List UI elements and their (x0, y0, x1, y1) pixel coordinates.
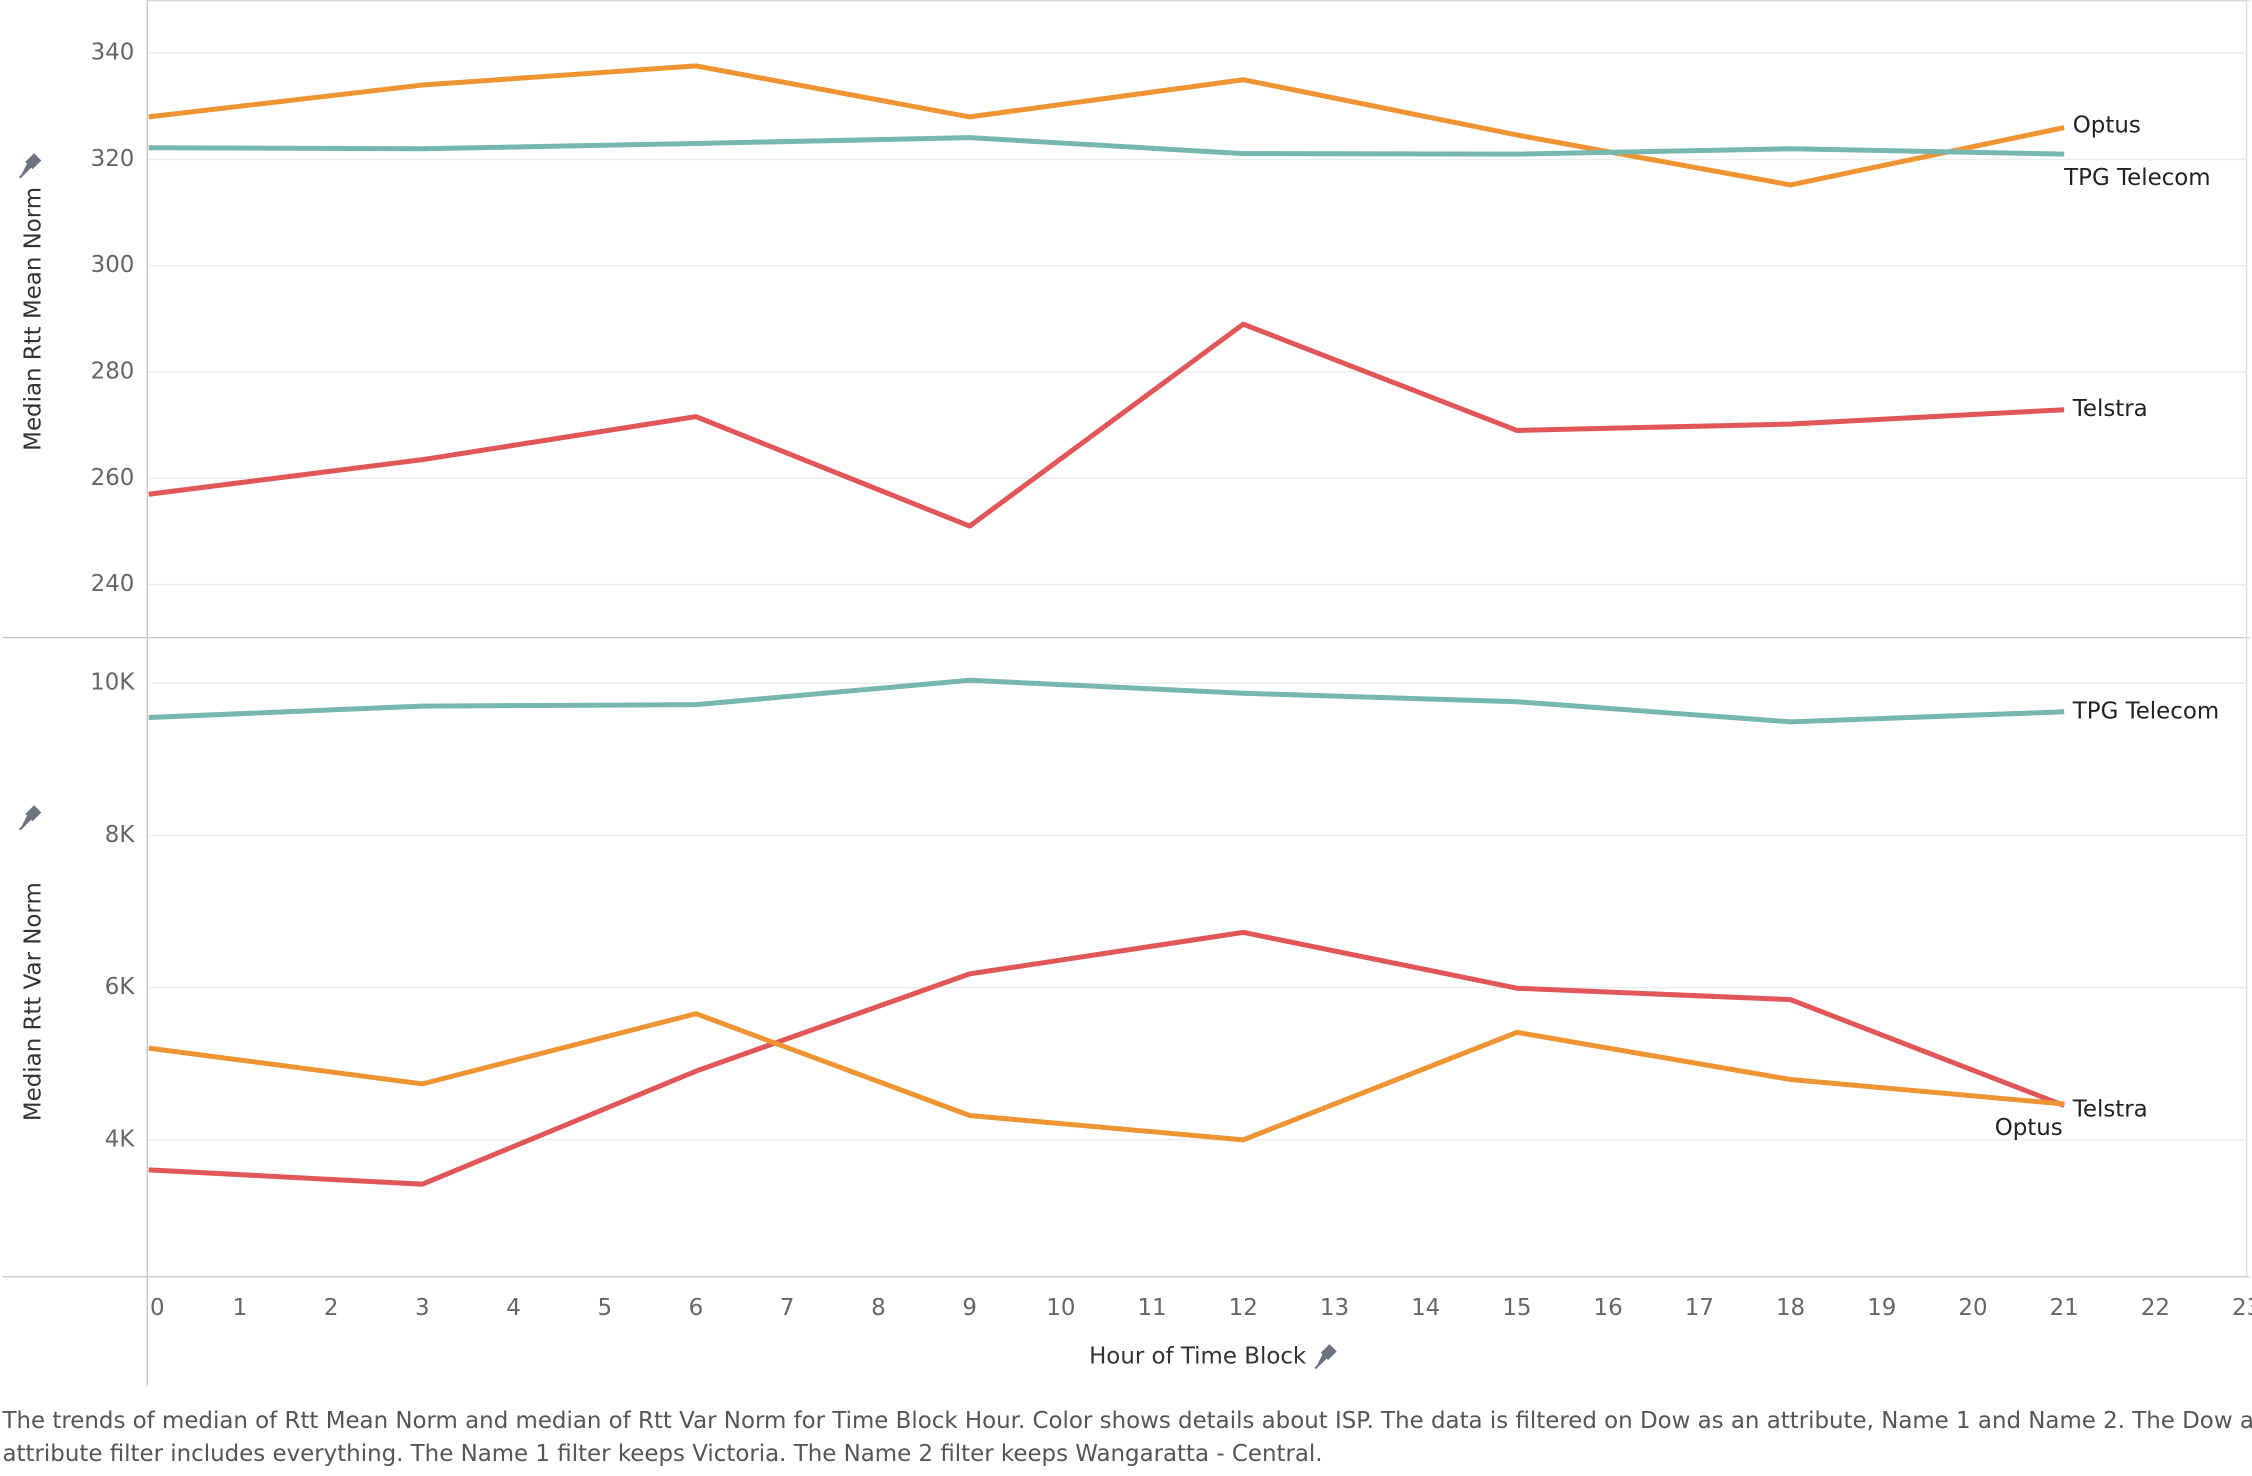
x-tick-label: 2 (324, 1295, 339, 1321)
series-end-label: Telstra (2072, 1096, 2148, 1122)
x-tick-label: 13 (1320, 1295, 1349, 1321)
y-tick-label: 320 (91, 146, 135, 172)
x-tick-label: 1 (233, 1295, 248, 1321)
y-tick-label: 4K (105, 1126, 136, 1152)
x-tick-label: 11 (1137, 1295, 1166, 1321)
y-tick-label: 280 (91, 358, 135, 384)
x-tick-label: 21 (2050, 1295, 2079, 1321)
x-tick-label: 18 (1776, 1295, 1805, 1321)
x-tick-label: 15 (1502, 1295, 1531, 1321)
x-tick-label: 10 (1046, 1295, 1075, 1321)
x-tick-label: 23 (2232, 1295, 2252, 1321)
series-line (148, 677, 2065, 725)
y-tick-label: 6K (105, 974, 136, 1000)
series-end-label: TPG Telecom (2063, 165, 2210, 191)
x-tick-label: 14 (1411, 1295, 1440, 1321)
y-tick-label: 240 (91, 571, 135, 597)
x-tick-label: 3 (415, 1295, 430, 1321)
series-end-label: Optus (2073, 113, 2141, 139)
caption: The trends of median of Rtt Mean Norm an… (2, 1408, 2252, 1434)
series-line (148, 135, 2065, 157)
x-tick-label: 7 (780, 1295, 795, 1321)
x-tick-label: 20 (1958, 1295, 1987, 1321)
series-end-label: TPG Telecom (2072, 698, 2219, 724)
x-tick-label: 17 (1685, 1295, 1714, 1321)
x-tick-label: 4 (506, 1295, 521, 1321)
series-end-label: Optus (1995, 1115, 2063, 1141)
x-tick-label: 6 (689, 1295, 704, 1321)
y-tick-label: 340 (91, 40, 135, 66)
x-tick-label: 9 (962, 1295, 977, 1321)
series-end-label: Telstra (2072, 396, 2148, 422)
series-line (148, 929, 2066, 1187)
x-tick-label: 19 (1867, 1295, 1896, 1321)
y-tick-label: 8K (105, 822, 136, 848)
y-tick-label: 300 (91, 252, 135, 278)
y-tick-label: 10K (90, 670, 135, 696)
x-tick-label: 16 (1594, 1295, 1623, 1321)
x-tick-label: 0 (150, 1295, 165, 1321)
x-tick-label: 8 (871, 1295, 886, 1321)
caption: attribute filter includes everything. Th… (3, 1441, 1323, 1467)
series-line (148, 63, 2065, 188)
x-tick-label: 22 (2141, 1295, 2170, 1321)
pin-icon (18, 153, 1337, 1370)
y-axis-title: Median Rtt Mean Norm (21, 187, 47, 451)
y-tick-label: 260 (91, 465, 135, 491)
x-tick-label: 5 (597, 1295, 612, 1321)
x-axis-title: Hour of Time Block (1089, 1344, 1307, 1370)
y-axis-title: Median Rtt Var Norm (21, 882, 47, 1121)
series-line (148, 1011, 2065, 1143)
x-tick-label: 12 (1229, 1295, 1258, 1321)
series-line (148, 321, 2065, 529)
